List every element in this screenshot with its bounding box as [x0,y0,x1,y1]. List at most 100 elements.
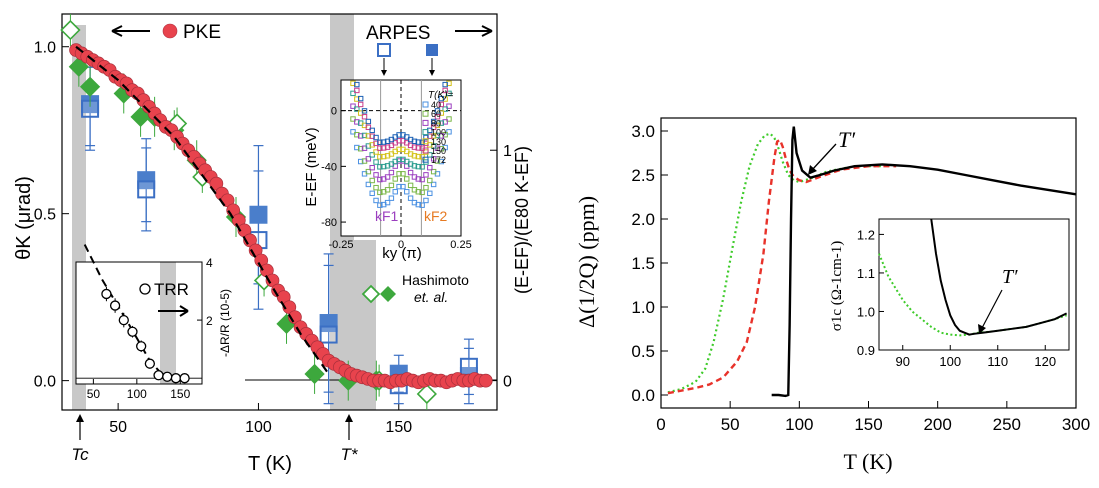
arpes-curve-point [438,101,445,108]
arpes-legend-swatch [422,138,429,145]
arpes-curve-point [404,189,410,195]
arpes-legend-label: 100 [431,128,446,138]
trr-point [136,341,147,352]
arpes-curve-point [396,132,402,138]
arpes-y-tick-label: -80 [321,217,337,229]
arpes-curve-point [427,133,433,139]
arpes-kf2-label: kF2 [424,208,448,224]
arpes-x-tick-label: -0.25 [328,239,353,251]
arpes-legend-swatch [422,110,429,117]
arpes-curve-point [400,183,406,190]
arpes-curve-point [388,169,395,176]
arpes-curve-point [407,182,414,189]
arpes-curve-point [354,119,360,125]
pke-legend-marker [162,23,178,39]
arpes-curve-point [350,103,356,109]
arpes-curve-point [354,144,360,151]
arpes-curve-point [415,201,421,208]
arpes-curve-point [419,189,425,196]
right-y-tick-label: 0 [503,374,512,391]
arpes-legend-label: 130 [431,137,446,147]
arpes-legend-swatch [422,101,429,108]
arpes-curve-point [415,145,421,151]
arpes-curve-point [381,163,387,170]
left-marks [60,14,493,410]
arpes-curve-point [373,159,379,165]
arpes-filled-marker [426,44,438,56]
trr-y-tick-label: 2 [206,314,213,328]
sigma-y-tick-label: 1.1 [857,266,875,281]
arpes-open-marker [377,43,391,57]
pke-legend-label: PKE [183,22,221,43]
right-y-label: Δ(1/2Q) (ppm) [574,196,599,328]
hashimoto-open-point [416,383,437,405]
arpes-curve-point [430,168,437,175]
right-y-tick-label: 0.0 [631,386,655,405]
arpes-curve-point [369,133,375,139]
arpes-curve-point [446,103,452,109]
trr-y-label: -ΔR/R (10-5) [218,289,232,357]
arpes-curve-point [430,118,437,125]
arpes-curve-point [423,134,429,141]
hashimoto-filled-point [68,56,89,77]
arpes-curve-point [427,190,433,197]
arpes-curve-point [369,164,375,171]
trr-point [162,371,173,382]
arpes-curve-point [354,96,360,102]
arpes-curve-point [361,114,368,120]
arpes-curve-point [365,118,372,125]
tprime-arrow [811,143,837,171]
right-x-tick-label: 150 [854,415,882,434]
sigma-tprime-annotation: T′ [1002,266,1018,288]
right-marks [667,126,1077,398]
trr-x-tick-label: 150 [170,387,190,401]
arpes-curve-point [377,145,383,151]
trr-inset-frame-top [75,261,203,385]
right-x-tick-label: 250 [993,415,1021,434]
arpes-curve-point [430,181,437,188]
sigma-x-tick-label: 120 [1034,354,1056,369]
tstar-marker-arrowhead [345,414,353,422]
arpes-curve-point [434,132,441,139]
arpes-curve-point [384,187,391,193]
arpes-curve-point [350,116,356,122]
left-x-tick-label: 150 [385,419,412,436]
arpes-kf1-label: kF1 [375,208,399,224]
arpes-curve-point [381,145,387,151]
arpes-legend-label: 40 [431,100,441,110]
hashimoto-filled-marker [380,286,396,302]
hashimoto-open-point [60,19,81,41]
hashimoto-legend-label: Hashimoto [402,272,469,288]
arpes-curve-point [407,169,414,176]
arpes-curve-point [354,106,360,112]
trr-x-tick-label: 50 [87,387,101,401]
right-series-red [667,138,897,395]
left-x-label: T (K) [248,453,292,475]
arpes-curve-point [446,116,452,122]
left-y-tick-label: 0.0 [34,374,56,391]
arpes-curve-point [442,96,448,102]
right-y-tick-label: 1 [503,143,512,160]
arpes-curve-point [438,95,445,102]
tprime-arrowhead [808,165,817,175]
trr-gray-band [160,262,176,384]
arpes-curve-point [377,164,383,170]
arpes-curve-point [357,101,364,108]
arpes-curve-point [434,108,441,114]
trr-x-tick-label: 100 [127,387,147,401]
arpes-curve-point [365,156,372,162]
right-y-tick-label: 0.5 [631,342,655,361]
right-y-tick-label: 1.5 [631,254,655,273]
arpes-curve-point [388,195,395,201]
arpes-curve-point [442,106,448,112]
trr-point [153,370,164,381]
arpes-y-tick-label: -40 [321,161,337,173]
arpes-curve-point [430,133,437,139]
trr-right-arrow [158,305,189,317]
arpes-curve-point [430,143,437,149]
arpes-legend-label: 60 [431,109,441,119]
left-axes: 50 100 150 0.0 0.5 1.0 0 1 [34,40,512,436]
arpes-curve-point [430,156,437,162]
arpes-legend-title: T(K)= [428,90,453,101]
